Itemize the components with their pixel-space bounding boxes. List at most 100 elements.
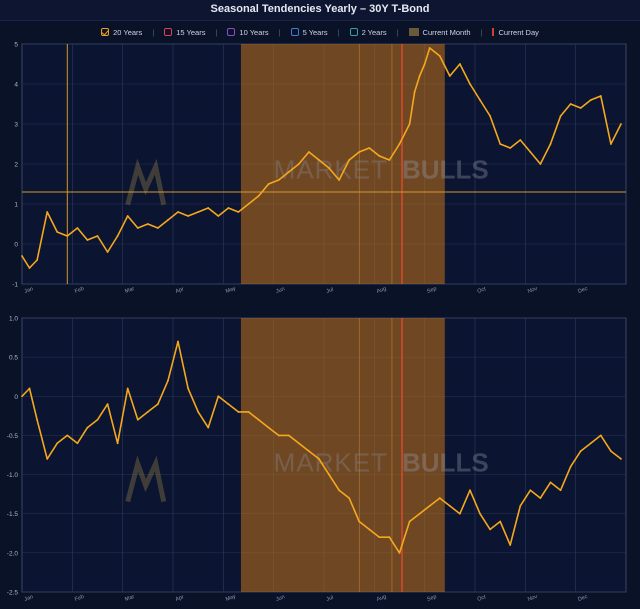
- y-tick-label: 0: [14, 242, 18, 249]
- data-point: [509, 147, 512, 149]
- data-point: [287, 434, 290, 437]
- data-point: [66, 235, 69, 237]
- legend-label: 10 Years: [239, 27, 269, 37]
- data-point: [438, 497, 441, 499]
- data-point: [338, 489, 340, 492]
- data-point: [428, 504, 431, 507]
- data-point: [297, 163, 300, 165]
- y-tick-label: 2: [14, 162, 18, 169]
- y-tick-label: 0.5: [9, 355, 18, 362]
- data-point: [610, 450, 612, 452]
- data-point: [599, 95, 602, 97]
- data-point: [136, 227, 139, 229]
- data-point: [297, 442, 300, 445]
- data-point: [207, 426, 210, 429]
- legend-swatch: [290, 28, 299, 36]
- current-month-band: [240, 44, 445, 284]
- y-tick-label: 3: [14, 122, 18, 129]
- data-point: [499, 143, 502, 145]
- data-point: [459, 63, 461, 65]
- bottom-chart[interactable]: MARKET BULLS 1.0 0.5 0 -0.5 -1.0 -1.5 -2.0 -2.5 Ja…: [0, 314, 640, 604]
- data-point: [28, 267, 31, 269]
- legend-item-5-years[interactable]: 5 Years: [283, 28, 336, 37]
- watermark-text-bold: BULLS: [402, 154, 489, 184]
- current-month-band: [240, 318, 445, 592]
- legend-item-current-day[interactable]: Current Day: [484, 28, 546, 37]
- data-point: [519, 139, 522, 141]
- data-point: [126, 215, 129, 217]
- data-point: [529, 489, 532, 492]
- legend-label: 15 Years: [176, 27, 206, 37]
- data-point: [509, 544, 512, 546]
- legend-item-15-years[interactable]: 15 Years: [156, 28, 213, 37]
- data-point: [96, 235, 99, 237]
- y-tick-label: 1.0: [9, 316, 18, 323]
- legend-swatch: [492, 28, 495, 36]
- x-tick-label: May: [225, 286, 237, 295]
- data-point: [378, 536, 381, 539]
- y-tick-label: -1.0: [7, 472, 19, 479]
- data-point: [448, 75, 451, 77]
- data-point: [28, 387, 31, 390]
- data-point: [358, 520, 361, 523]
- legend-item-current-month[interactable]: Current Month: [401, 28, 479, 37]
- data-point: [247, 411, 250, 413]
- watermark-logo-icon: [125, 455, 167, 503]
- data-point: [479, 512, 481, 515]
- data-point: [348, 159, 351, 161]
- legend-item-10-years[interactable]: 10 Years: [219, 28, 276, 37]
- data-point: [499, 520, 502, 523]
- data-point: [328, 473, 330, 476]
- data-point: [620, 458, 622, 460]
- data-point: [589, 442, 592, 445]
- data-point: [177, 340, 179, 343]
- data-point: [257, 195, 260, 197]
- data-point: [21, 395, 23, 398]
- x-tick-label: Aug: [376, 286, 387, 295]
- data-point: [469, 489, 471, 492]
- data-point: [257, 418, 260, 421]
- data-point: [36, 259, 38, 261]
- y-tick-label: 1: [14, 202, 18, 209]
- legend-separator: |: [152, 27, 155, 37]
- data-point: [519, 504, 522, 507]
- data-point: [418, 512, 421, 515]
- watermark-text-light: MARKET: [274, 447, 388, 477]
- data-point: [146, 411, 149, 413]
- data-point: [423, 63, 426, 65]
- watermark: MARKET BULLS: [125, 447, 489, 503]
- x-tick-label: Apr: [175, 286, 185, 295]
- data-point: [559, 489, 562, 492]
- data-point: [267, 426, 270, 429]
- data-point: [378, 155, 381, 157]
- data-point: [86, 426, 89, 429]
- data-point: [146, 223, 149, 225]
- data-point: [398, 551, 401, 554]
- data-point: [46, 458, 49, 460]
- data-point: [479, 99, 481, 101]
- chart-title: Seasonal Tendencies Yearly – 30Y T-Bond: [0, 0, 640, 21]
- data-point: [46, 211, 49, 213]
- data-point: [413, 91, 416, 93]
- x-tick-label: Feb: [74, 594, 85, 603]
- x-tick-label: Nov: [527, 594, 538, 603]
- x-tick-label: Oct: [477, 594, 488, 603]
- data-point: [620, 123, 622, 125]
- legend-item-2-years[interactable]: 2 Years: [342, 28, 395, 37]
- x-tick-label: Dec: [577, 594, 588, 603]
- legend-label: Current Day: [498, 27, 539, 37]
- data-point: [247, 203, 250, 205]
- data-point: [408, 520, 411, 523]
- data-point: [549, 481, 552, 484]
- legend-separator: |: [337, 27, 340, 37]
- data-point: [438, 55, 441, 57]
- data-point: [459, 512, 461, 515]
- x-tick-label: Jun: [275, 286, 285, 295]
- legend-swatch: [349, 28, 358, 36]
- data-point: [448, 504, 451, 507]
- y-tick-label: -1.5: [7, 511, 19, 518]
- legend-item-20-years[interactable]: 20 Years: [93, 28, 150, 37]
- data-point: [368, 528, 371, 531]
- x-tick-label: Dec: [577, 286, 588, 295]
